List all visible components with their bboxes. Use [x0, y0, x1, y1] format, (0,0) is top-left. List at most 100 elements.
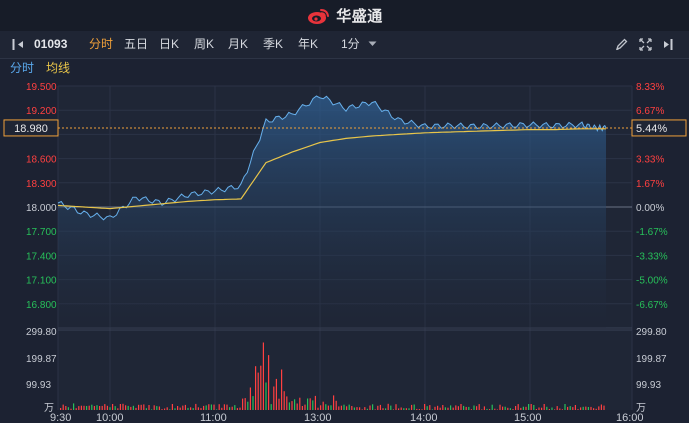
percent-axis-label: -5.00%: [636, 276, 668, 287]
volume-bar: [361, 409, 363, 410]
volume-bar: [255, 366, 257, 410]
percent-axis-label: 8.33%: [636, 82, 664, 93]
volume-axis-label-right: 199.87: [636, 354, 667, 365]
volume-bar: [598, 406, 600, 410]
expand-icon[interactable]: [638, 37, 653, 52]
tab-weekly-k[interactable]: 周K: [194, 37, 215, 51]
volume-bar: [504, 406, 506, 410]
volume-bar: [411, 404, 413, 410]
volume-bar: [533, 405, 535, 410]
volume-bar: [476, 406, 478, 410]
volume-bar: [135, 407, 137, 410]
brand-name: 华盛通: [336, 8, 383, 25]
volume-bar: [491, 404, 493, 410]
volume-bar: [78, 406, 80, 410]
volume-bar: [496, 409, 498, 410]
indicator-bar: 分时 均线: [0, 59, 689, 78]
tab-daily-k[interactable]: 日K: [159, 37, 180, 51]
volume-bar: [70, 408, 72, 410]
volume-bar: [593, 408, 595, 410]
volume-bar: [140, 404, 142, 410]
price-axis-label: 17.700: [26, 227, 57, 238]
intraday-chart[interactable]: 18.980 5.44% 19.500 19.200 18.600 18.300 18.00…: [0, 78, 689, 423]
volume-bar: [499, 404, 501, 410]
volume-bar: [530, 404, 532, 410]
volume-bar: [353, 407, 355, 410]
volume-bar: [600, 404, 602, 410]
volume-bar: [390, 405, 392, 410]
volume-bar: [216, 409, 218, 410]
time-axis-label: 16:00: [616, 412, 644, 423]
volume-bar: [195, 403, 197, 410]
title-bar: 华盛通: [0, 0, 689, 32]
volume-bar: [351, 406, 353, 410]
tab-5day[interactable]: 五日: [124, 37, 149, 51]
volume-bar: [236, 408, 238, 410]
draw-pen-icon[interactable]: [614, 37, 629, 52]
volume-bar: [119, 404, 121, 410]
interval-dropdown[interactable]: 1分: [341, 31, 377, 58]
price-axis-label: 16.800: [26, 300, 57, 311]
volume-bar: [73, 403, 75, 410]
window-toggle-icon[interactable]: [661, 37, 676, 52]
interval-value: 1分: [341, 37, 360, 51]
volume-bar: [169, 409, 171, 410]
volume-bar: [125, 405, 127, 410]
volume-bar: [408, 408, 410, 410]
volume-bar: [460, 404, 462, 410]
tab-average-line[interactable]: 均线: [46, 61, 71, 75]
price-axis-label: 18.300: [26, 179, 57, 190]
time-axis-label: 14:00: [410, 412, 438, 423]
volume-bar: [551, 407, 553, 410]
tab-intraday-line[interactable]: 分时: [10, 61, 35, 75]
volume-bar: [288, 402, 290, 410]
percent-axis-label: 3.33%: [636, 155, 664, 166]
volume-bar: [366, 408, 368, 410]
volume-bar: [322, 401, 324, 410]
tab-intraday[interactable]: 分时: [89, 37, 114, 51]
volume-bar: [343, 404, 345, 410]
volume-bar: [400, 407, 402, 410]
volume-bar: [273, 386, 275, 410]
volume-bar: [86, 406, 88, 410]
volume-bar: [556, 406, 558, 410]
percent-axis-label: 6.67%: [636, 106, 664, 117]
volume-bar: [517, 404, 519, 410]
volume-bar: [109, 407, 111, 410]
price-axis-label: 17.100: [26, 276, 57, 287]
volume-bar: [431, 409, 433, 410]
volume-bar: [182, 405, 184, 410]
tab-monthly-k[interactable]: 月K: [228, 37, 249, 51]
volume-bar: [473, 405, 475, 410]
volume-bar: [112, 404, 114, 410]
volume-bar: [153, 405, 155, 410]
tab-yearly-k[interactable]: 年K: [298, 37, 319, 51]
volume-bar: [291, 401, 293, 410]
time-axis-label: 13:00: [304, 412, 332, 423]
volume-bar: [580, 407, 582, 410]
volume-bar: [554, 409, 556, 410]
volume-bar: [424, 404, 426, 410]
volume-bar: [270, 404, 272, 410]
volume-bar: [99, 406, 101, 410]
volume-bar: [455, 405, 457, 410]
volume-bar: [309, 398, 311, 410]
chevron-down-icon: [368, 41, 377, 46]
volume-bar: [93, 406, 95, 410]
tab-quarterly-k[interactable]: 季K: [263, 37, 284, 51]
average-line: [57, 128, 606, 210]
volume-bar: [260, 365, 262, 410]
volume-bar: [418, 409, 420, 410]
collapse-sidebar-icon[interactable]: [11, 37, 26, 52]
volume-bar: [457, 406, 459, 410]
volume-bar: [595, 408, 597, 410]
volume-bar: [257, 372, 259, 410]
volume-bar: [320, 405, 322, 410]
volume-bar: [200, 408, 202, 410]
volume-axis-label: 299.80: [26, 327, 57, 338]
time-axis-label: 9:30: [50, 412, 71, 423]
volume-bar: [416, 408, 418, 410]
volume-bar: [231, 406, 233, 410]
volume-bar: [421, 409, 423, 410]
volume-bar: [301, 406, 303, 410]
